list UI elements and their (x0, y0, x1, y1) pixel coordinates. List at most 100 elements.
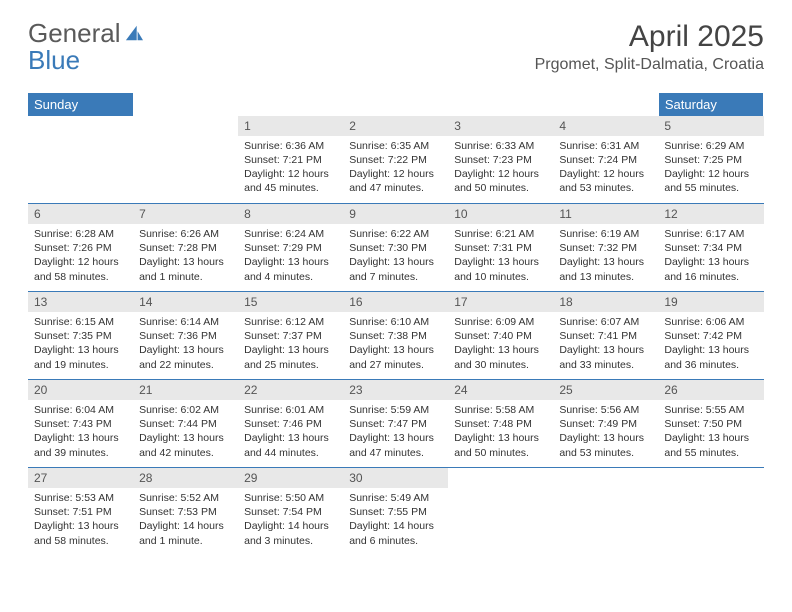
day-details: Sunrise: 5:59 AMSunset: 7:47 PMDaylight:… (343, 400, 448, 463)
daylight-text: Daylight: 13 hours and 58 minutes. (34, 519, 127, 547)
day-details: Sunrise: 5:52 AMSunset: 7:53 PMDaylight:… (133, 488, 238, 551)
sunrise-text: Sunrise: 6:04 AM (34, 403, 127, 417)
day-details: Sunrise: 6:01 AMSunset: 7:46 PMDaylight:… (238, 400, 343, 463)
sunset-text: Sunset: 7:46 PM (244, 417, 337, 431)
logo: GeneralBlue (28, 20, 145, 75)
day-details: Sunrise: 6:36 AMSunset: 7:21 PMDaylight:… (238, 136, 343, 199)
sunrise-text: Sunrise: 6:14 AM (139, 315, 232, 329)
calendar-cell: 21Sunrise: 6:02 AMSunset: 7:44 PMDayligh… (133, 380, 238, 468)
day-number: 12 (658, 204, 763, 224)
sunset-text: Sunset: 7:25 PM (664, 153, 757, 167)
logo-sail-icon (123, 20, 145, 47)
calendar-cell: 22Sunrise: 6:01 AMSunset: 7:46 PMDayligh… (238, 380, 343, 468)
calendar-cell: 2Sunrise: 6:35 AMSunset: 7:22 PMDaylight… (343, 116, 448, 204)
calendar-cell: 7Sunrise: 6:26 AMSunset: 7:28 PMDaylight… (133, 204, 238, 292)
daylight-text: Daylight: 13 hours and 33 minutes. (559, 343, 652, 371)
calendar-cell: 11Sunrise: 6:19 AMSunset: 7:32 PMDayligh… (553, 204, 658, 292)
daylight-text: Daylight: 13 hours and 39 minutes. (34, 431, 127, 459)
sunset-text: Sunset: 7:50 PM (664, 417, 757, 431)
calendar-cell: 27Sunrise: 5:53 AMSunset: 7:51 PMDayligh… (28, 468, 133, 556)
sunrise-text: Sunrise: 5:50 AM (244, 491, 337, 505)
day-number: 14 (133, 292, 238, 312)
daylight-text: Daylight: 14 hours and 1 minute. (139, 519, 232, 547)
sunset-text: Sunset: 7:49 PM (559, 417, 652, 431)
calendar-cell (28, 116, 133, 204)
weekday-header: Sunday (28, 93, 133, 116)
sunset-text: Sunset: 7:24 PM (559, 153, 652, 167)
daylight-text: Daylight: 13 hours and 55 minutes. (664, 431, 757, 459)
calendar-cell: 15Sunrise: 6:12 AMSunset: 7:37 PMDayligh… (238, 292, 343, 380)
daylight-text: Daylight: 13 hours and 16 minutes. (664, 255, 757, 283)
daylight-text: Daylight: 13 hours and 27 minutes. (349, 343, 442, 371)
day-details: Sunrise: 6:12 AMSunset: 7:37 PMDaylight:… (238, 312, 343, 375)
day-number: 4 (553, 116, 658, 136)
calendar-cell: 28Sunrise: 5:52 AMSunset: 7:53 PMDayligh… (133, 468, 238, 556)
sunset-text: Sunset: 7:32 PM (559, 241, 652, 255)
logo-text-1: General (28, 18, 121, 48)
day-number: 8 (238, 204, 343, 224)
daylight-text: Daylight: 13 hours and 44 minutes. (244, 431, 337, 459)
sunset-text: Sunset: 7:21 PM (244, 153, 337, 167)
day-number: 15 (238, 292, 343, 312)
daylight-text: Daylight: 13 hours and 36 minutes. (664, 343, 757, 371)
calendar-header-row: SundayMondayTuesdayWednesdayThursdayFrid… (28, 93, 764, 116)
sunset-text: Sunset: 7:54 PM (244, 505, 337, 519)
sunset-text: Sunset: 7:53 PM (139, 505, 232, 519)
daylight-text: Daylight: 13 hours and 1 minute. (139, 255, 232, 283)
daylight-text: Daylight: 12 hours and 50 minutes. (454, 167, 547, 195)
sunrise-text: Sunrise: 5:52 AM (139, 491, 232, 505)
day-details: Sunrise: 6:06 AMSunset: 7:42 PMDaylight:… (658, 312, 763, 375)
day-number: 24 (448, 380, 553, 400)
day-number: 7 (133, 204, 238, 224)
calendar-cell: 14Sunrise: 6:14 AMSunset: 7:36 PMDayligh… (133, 292, 238, 380)
header: GeneralBlue April 2025 Prgomet, Split-Da… (28, 20, 764, 75)
sunrise-text: Sunrise: 5:58 AM (454, 403, 547, 417)
day-details: Sunrise: 6:24 AMSunset: 7:29 PMDaylight:… (238, 224, 343, 287)
day-details: Sunrise: 6:15 AMSunset: 7:35 PMDaylight:… (28, 312, 133, 375)
sunrise-text: Sunrise: 6:07 AM (559, 315, 652, 329)
sunset-text: Sunset: 7:23 PM (454, 153, 547, 167)
logo-text-2: Blue (28, 47, 145, 74)
sunset-text: Sunset: 7:55 PM (349, 505, 442, 519)
calendar-cell: 19Sunrise: 6:06 AMSunset: 7:42 PMDayligh… (658, 292, 763, 380)
day-number: 21 (133, 380, 238, 400)
day-number: 20 (28, 380, 133, 400)
daylight-text: Daylight: 13 hours and 50 minutes. (454, 431, 547, 459)
sunrise-text: Sunrise: 6:31 AM (559, 139, 652, 153)
weekday-header: Tuesday (238, 93, 343, 116)
sunset-text: Sunset: 7:43 PM (34, 417, 127, 431)
sunset-text: Sunset: 7:41 PM (559, 329, 652, 343)
weekday-header: Wednesday (343, 93, 448, 116)
sunset-text: Sunset: 7:38 PM (349, 329, 442, 343)
sunset-text: Sunset: 7:26 PM (34, 241, 127, 255)
calendar-cell: 5Sunrise: 6:29 AMSunset: 7:25 PMDaylight… (658, 116, 763, 204)
day-number: 5 (658, 116, 763, 136)
day-details: Sunrise: 6:10 AMSunset: 7:38 PMDaylight:… (343, 312, 448, 375)
day-details: Sunrise: 5:53 AMSunset: 7:51 PMDaylight:… (28, 488, 133, 551)
calendar-cell (553, 468, 658, 556)
day-details: Sunrise: 6:19 AMSunset: 7:32 PMDaylight:… (553, 224, 658, 287)
calendar-cell: 10Sunrise: 6:21 AMSunset: 7:31 PMDayligh… (448, 204, 553, 292)
calendar-cell: 4Sunrise: 6:31 AMSunset: 7:24 PMDaylight… (553, 116, 658, 204)
daylight-text: Daylight: 13 hours and 22 minutes. (139, 343, 232, 371)
sunrise-text: Sunrise: 6:36 AM (244, 139, 337, 153)
sunrise-text: Sunrise: 5:56 AM (559, 403, 652, 417)
daylight-text: Daylight: 13 hours and 13 minutes. (559, 255, 652, 283)
calendar-cell: 29Sunrise: 5:50 AMSunset: 7:54 PMDayligh… (238, 468, 343, 556)
day-details: Sunrise: 5:50 AMSunset: 7:54 PMDaylight:… (238, 488, 343, 551)
sunrise-text: Sunrise: 6:01 AM (244, 403, 337, 417)
calendar-cell: 8Sunrise: 6:24 AMSunset: 7:29 PMDaylight… (238, 204, 343, 292)
daylight-text: Daylight: 12 hours and 47 minutes. (349, 167, 442, 195)
daylight-text: Daylight: 13 hours and 10 minutes. (454, 255, 547, 283)
calendar-cell: 20 Sunrise: 6:04 AMSunset: 7:43 PMDayligh… (28, 380, 133, 468)
daylight-text: Daylight: 13 hours and 42 minutes. (139, 431, 232, 459)
sunset-text: Sunset: 7:22 PM (349, 153, 442, 167)
day-details: Sunrise: 6:26 AMSunset: 7:28 PMDaylight:… (133, 224, 238, 287)
day-details: Sunrise: 6:07 AMSunset: 7:41 PMDaylight:… (553, 312, 658, 375)
sunset-text: Sunset: 7:47 PM (349, 417, 442, 431)
day-number: 13 (28, 292, 133, 312)
calendar-cell (448, 468, 553, 556)
daylight-text: Daylight: 13 hours and 4 minutes. (244, 255, 337, 283)
daylight-text: Daylight: 13 hours and 53 minutes. (559, 431, 652, 459)
weekday-header: Monday (133, 93, 238, 116)
